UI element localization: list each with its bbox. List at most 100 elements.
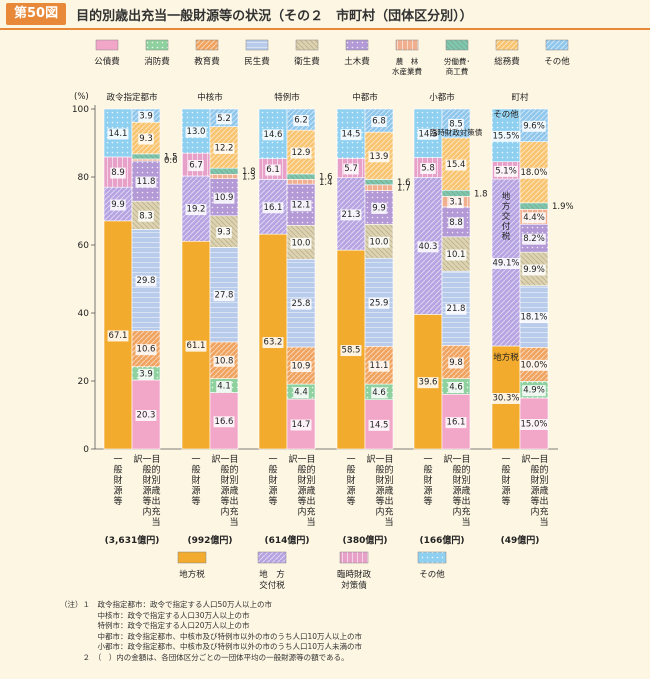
data-label: 10.9 — [215, 193, 234, 203]
x-label-char: 一 — [452, 455, 461, 465]
data-label-bg — [138, 210, 154, 222]
legend-label: その他 — [544, 56, 570, 67]
data-label-outside: 1.9% — [552, 202, 574, 212]
x-label-char: 歳 — [306, 485, 315, 497]
data-label: 20.3 — [137, 410, 156, 420]
data-label-bg — [135, 176, 157, 188]
data-label: 18.1% — [520, 313, 547, 323]
y-tick-label: 40 — [78, 309, 90, 319]
plot-area: (%) 0 20 40 60 80 100 政令指定都市 67.1 9.9 8.9 14.1 20.3 3… — [72, 92, 574, 546]
data-label: 9.3 — [139, 134, 153, 144]
data-label-bg — [519, 419, 549, 430]
data-label: 63.2 — [264, 338, 283, 348]
x-label-char: 一 — [268, 455, 277, 465]
x-label-char: 出 — [151, 495, 160, 507]
data-label: 58.5 — [342, 346, 361, 356]
data-label-bg — [371, 387, 387, 399]
x-label-char: 源 — [142, 486, 151, 497]
legend-label: 衛生費 — [294, 56, 320, 67]
x-label-char: 目 — [461, 454, 470, 465]
x-label-char: 訳 — [288, 453, 297, 465]
y-axis-unit: (%) — [74, 92, 89, 102]
data-label-bg — [138, 368, 154, 380]
legend-swatch — [245, 39, 269, 51]
bar-segment-purpose — [131, 158, 161, 162]
legend-label: 教育費 — [194, 56, 220, 67]
x-label-char: 財 — [346, 474, 355, 486]
data-label-bg — [290, 237, 312, 249]
inline-label: 税 — [502, 231, 511, 242]
group-amount: (166億円) — [419, 534, 464, 546]
footnote-line: 中都市：政令指定都市、中核市及び特例市以外の市のうち人口10万人以上の市 — [60, 631, 363, 641]
x-label-char: 般 — [452, 464, 461, 476]
data-label: 8.3 — [139, 211, 153, 221]
x-label-char: 別 — [461, 475, 470, 486]
data-label: 19.2 — [187, 205, 206, 215]
y-tick-label: 20 — [78, 377, 90, 387]
data-label-bg — [107, 330, 129, 342]
data-label-bg — [262, 129, 284, 141]
x-label-char: 歳 — [151, 485, 160, 497]
x-label-char: 内 — [530, 506, 539, 518]
data-label-bg — [293, 115, 309, 127]
data-label-outside: 1.8 — [242, 167, 256, 177]
x-label-char: 財 — [191, 474, 200, 486]
data-label: 15.4 — [447, 160, 466, 170]
data-label-outside: 1.6 — [397, 178, 411, 188]
group-label: 小都市 — [429, 92, 455, 103]
data-label: 4.4% — [523, 213, 545, 223]
x-label-char: 内 — [220, 506, 229, 518]
data-label: 13.9 — [370, 152, 389, 162]
data-label: 11.1 — [370, 361, 389, 371]
x-label-char: 的 — [151, 464, 160, 476]
data-label-bg — [368, 360, 390, 372]
data-label: 6.2 — [294, 116, 308, 126]
data-label: 9.6% — [523, 121, 545, 131]
x-label-char: 財 — [452, 474, 461, 486]
data-label: 14.1 — [109, 129, 128, 139]
x-label-char: 当 — [461, 516, 470, 528]
x-label-char: 財 — [530, 474, 539, 486]
legend-swatch — [339, 551, 369, 564]
x-label-char: 一 — [375, 455, 384, 465]
data-label: 6.1 — [266, 165, 280, 175]
data-label-outside: 1.5 — [164, 152, 178, 162]
x-label-char: 一 — [142, 455, 151, 465]
data-label-bg — [110, 199, 126, 211]
inline-label: 臨時財政対策債 — [430, 127, 483, 137]
data-label-bg — [522, 212, 546, 224]
inline-label: 付 — [502, 221, 511, 232]
data-label-bg — [445, 303, 467, 315]
data-label: 29.8 — [137, 276, 156, 286]
data-label: 14.5 — [342, 130, 361, 140]
data-label: 30.3% — [492, 393, 519, 403]
data-label: 9.8 — [449, 358, 463, 368]
data-label: 9.9 — [372, 203, 386, 213]
legend-swatch — [95, 39, 119, 51]
data-label-bg — [290, 200, 312, 212]
legend-label: 公債費 — [94, 56, 120, 67]
x-label-char: 充 — [539, 506, 548, 518]
data-label: 14.6 — [264, 130, 283, 140]
y-tick-label: 100 — [72, 105, 89, 115]
y-tick-label: 80 — [78, 173, 90, 183]
legend-label: 総務費 — [494, 56, 520, 67]
legend-swatch — [417, 551, 447, 564]
data-label-bg — [213, 355, 235, 367]
data-label: 15.0% — [520, 420, 547, 430]
expenditure-legend: 公債費 消防費 教育費 民生費 衛生費 土木費農 林水産業費労働費･商工費総務費 その他 — [94, 39, 570, 76]
data-label: 27.8 — [215, 291, 234, 301]
data-label-bg — [417, 241, 439, 253]
data-label-bg — [522, 264, 546, 276]
x-label-char: 般 — [501, 464, 510, 476]
x-label-char: 目 — [229, 454, 238, 465]
x-label-char: 等 — [191, 495, 200, 507]
data-label-bg — [290, 419, 312, 431]
x-label-char: 当 — [151, 516, 160, 528]
x-label-char: 財 — [268, 474, 277, 486]
data-label-bg — [368, 151, 390, 163]
legend-swatch — [345, 39, 369, 51]
data-label-outside: 1.8 — [474, 189, 488, 199]
x-label-char: 的 — [306, 464, 315, 476]
